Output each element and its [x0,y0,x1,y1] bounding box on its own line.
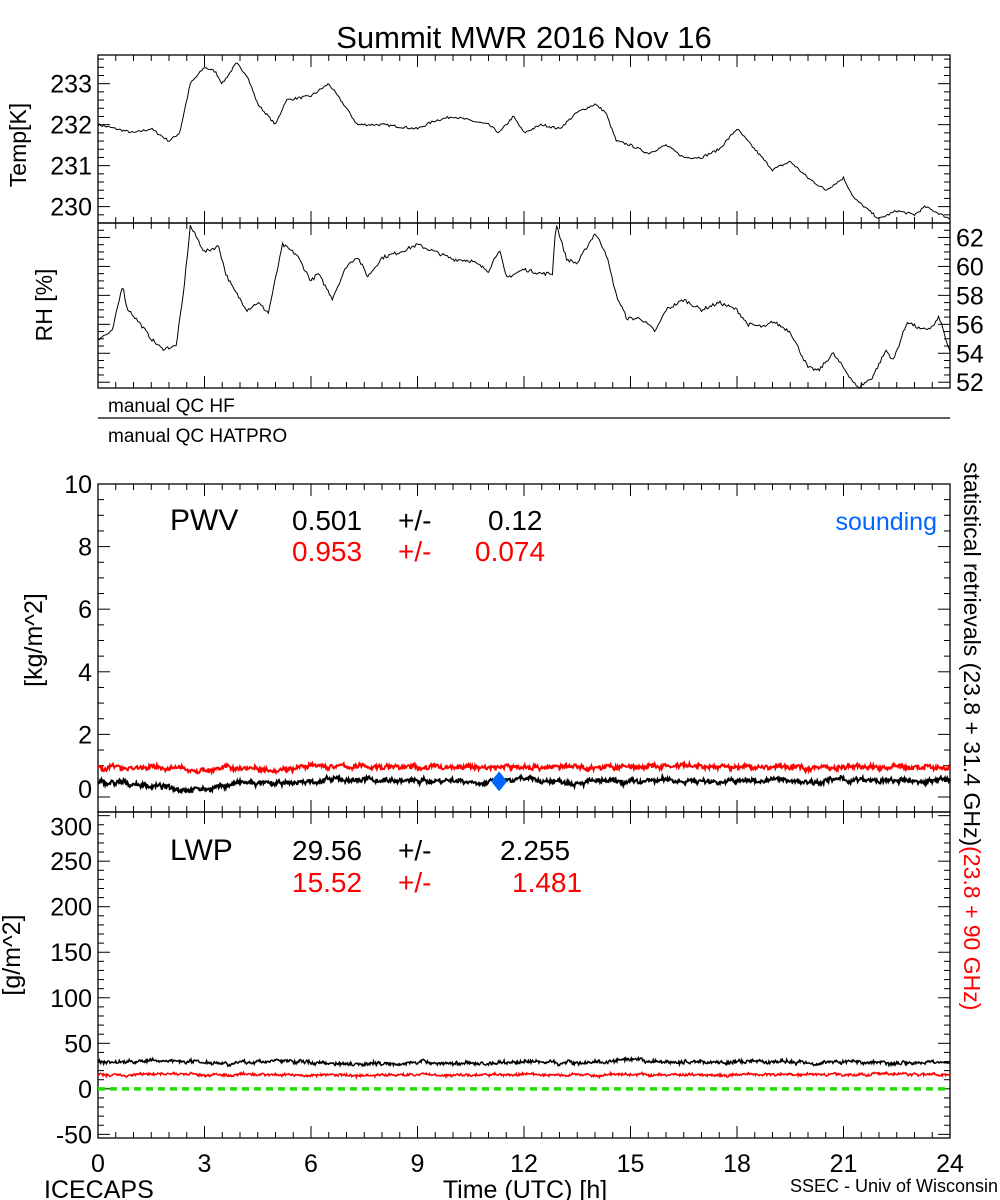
y-tick-label: 52 [956,369,984,397]
y-tick-label: 230 [50,194,92,222]
y-tick-label: 232 [50,112,92,140]
pwv-label: PWV [170,504,238,537]
lwp-series-red [97,1070,951,1080]
lwp-ylabel: [g/m^2] [0,914,26,995]
y-tick-label: 300 [50,814,92,842]
lwp-label: LWP [170,834,233,867]
y-tick-label: 0 [78,1076,92,1104]
y-tick-label: 50 [64,1030,92,1058]
x-tick-label: 6 [304,1150,318,1178]
lwp-black-mean: 29.56 [292,835,362,866]
retrieval-label-black: statistical retrievals (23.8 + 31.4 GHz) [959,462,985,846]
x-tick-label: 21 [830,1150,858,1178]
relative-humidity-series [97,224,951,390]
lwp-black-pm: +/- [398,835,431,866]
y-tick-label: -50 [56,1121,92,1149]
footer-credit: SSEC - Univ of Wisconsin [790,1176,998,1196]
x-tick-label: 9 [411,1150,425,1178]
lwp-red-mean: 15.52 [292,867,362,898]
y-tick-label: 62 [956,224,984,252]
qc-hatpro-label: manual QC HATPRO [108,426,287,447]
x-tick-label: 24 [936,1150,964,1178]
y-tick-label: 4 [78,659,92,687]
retrieval-label-red: (23.8 + 90 GHz) [959,846,985,1010]
y-tick-label: 6 [78,596,92,624]
y-tick-label: 8 [78,534,92,562]
sounding-legend: sounding [836,508,937,536]
pwv-red-pm: +/- [398,536,431,567]
y-tick-label: 231 [50,153,92,181]
y-tick-label: 54 [956,340,984,368]
y-tick-label: 100 [50,985,92,1013]
y-tick-label: 56 [956,311,984,339]
temp-ylabel: Temp[K] [5,103,31,187]
x-tick-label: 0 [91,1150,105,1178]
pwv-black-pm: +/- [398,505,431,536]
y-tick-label: 233 [50,71,92,99]
y-tick-label: 200 [50,894,92,922]
y-tick-label: 10 [64,471,92,499]
x-tick-label: 15 [617,1150,645,1178]
y-tick-label: 2 [78,721,92,749]
sounding-marker [491,771,508,792]
lwp-red-pm: +/- [398,867,431,898]
lwp-series-black [97,1055,951,1068]
pwv-red-err: 0.074 [475,536,545,567]
pwv-series-red [97,759,951,776]
y-tick-label: 58 [956,282,984,310]
right-retrieval-label: statistical retrievals (23.8 + 31.4 GHz)… [959,462,985,1010]
pwv-black-mean: 0.501 [292,505,362,536]
y-tick-label: 0 [78,776,92,804]
pwv-red-mean: 0.953 [292,536,362,567]
lwp-black-err: 2.255 [500,835,570,866]
pwv-ylabel: [kg/m^2] [20,593,48,687]
x-axis-label: Time (UTC) [h] [443,1176,607,1200]
y-tick-label: 250 [50,848,92,876]
chart-title: Summit MWR 2016 Nov 16 [336,20,712,55]
pwv-series-black [97,772,951,795]
y-tick-label: 60 [956,253,984,281]
y-tick-label: 150 [50,939,92,967]
x-tick-label: 18 [723,1150,751,1178]
qc-hf-label: manual QC HF [108,396,235,417]
rh-ylabel: RH [%] [31,269,57,342]
lwp-red-err: 1.481 [512,867,582,898]
x-tick-label: 12 [510,1150,538,1178]
footer-icecaps: ICECAPS [44,1176,154,1200]
temperature-series [97,62,951,220]
x-tick-label: 3 [198,1150,212,1178]
pwv-black-err: 0.12 [488,505,543,536]
